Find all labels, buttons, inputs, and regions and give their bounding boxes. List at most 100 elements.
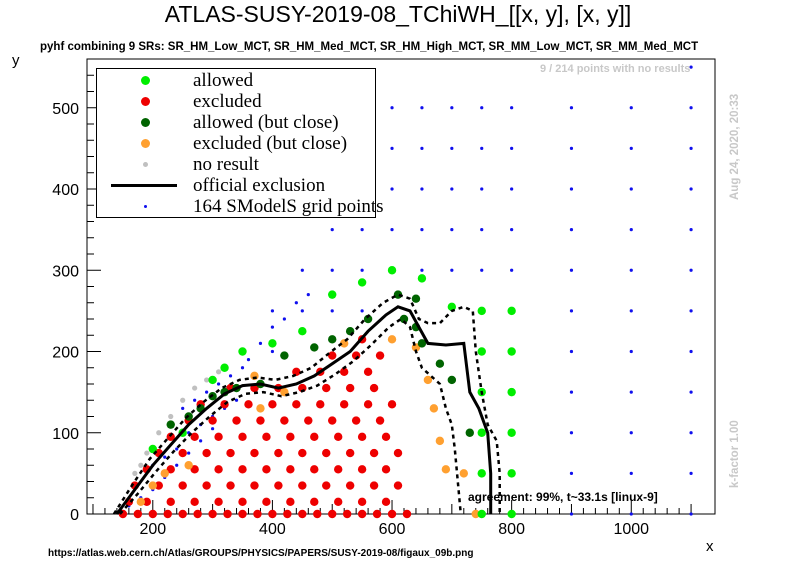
- legend-label: allowed (but close): [193, 112, 339, 133]
- excluded-point: [262, 432, 271, 442]
- grid-point: [480, 146, 484, 150]
- grid-point: [360, 309, 364, 313]
- excluded-point: [322, 383, 331, 393]
- allowed-close-point: [447, 375, 457, 385]
- allowed-close-point: [328, 335, 337, 344]
- grid-point: [629, 268, 633, 272]
- excluded-point: [154, 481, 163, 490]
- grid-point: [390, 228, 394, 232]
- legend-marker-swatch: [140, 138, 150, 148]
- legend-symbol: [97, 154, 193, 175]
- grid-point: [569, 309, 574, 313]
- excluded-point: [357, 465, 367, 474]
- legend-item: excluded (but close): [97, 133, 375, 154]
- no-result-point: [168, 413, 174, 420]
- grid-point: [270, 309, 275, 313]
- allowed-close-point: [393, 290, 403, 299]
- timestamp-text: Aug 24, 2020, 20:33: [729, 93, 741, 200]
- allowed-point: [477, 428, 486, 437]
- legend-item: allowed (but close): [97, 112, 375, 133]
- grid-point: [629, 106, 633, 110]
- grid-point: [228, 374, 233, 378]
- excluded-close-point: [160, 469, 169, 478]
- grid-point: [420, 187, 424, 191]
- excluded-close-point: [423, 375, 433, 385]
- excluded-point: [328, 416, 337, 425]
- grid-point: [216, 382, 221, 386]
- source-url: https://atlas.web.cern.ch/Atlas/GROUPS/P…: [48, 548, 474, 559]
- grid-point: [689, 309, 693, 313]
- excluded-point: [313, 509, 322, 519]
- official-exclusion-plus-sigma: [112, 293, 501, 515]
- allowed-point: [238, 347, 247, 356]
- excluded-point: [357, 509, 367, 519]
- excluded-point: [286, 432, 295, 442]
- legend-item: no result: [97, 154, 375, 175]
- grid-point: [234, 398, 239, 402]
- allowed-point: [507, 428, 516, 437]
- excluded-point: [387, 400, 397, 409]
- no-result-note: 9 / 214 points with no results: [540, 63, 691, 75]
- excluded-close-point: [136, 497, 146, 507]
- no-result-point: [138, 462, 144, 468]
- grid-point: [420, 146, 424, 150]
- excluded-point: [178, 448, 187, 458]
- k-factor-text: k-factor 1.00: [729, 420, 741, 488]
- excluded-point: [292, 400, 301, 409]
- excluded-point: [372, 509, 382, 519]
- grid-point: [360, 268, 364, 272]
- grid-point: [480, 228, 484, 232]
- y-tick-label: 100: [52, 426, 79, 443]
- excluded-point: [322, 481, 331, 490]
- excluded-point: [190, 497, 199, 507]
- grid-point: [330, 309, 334, 313]
- no-result-point: [132, 470, 138, 476]
- grid-point: [629, 228, 633, 232]
- excluded-point: [166, 497, 175, 507]
- excluded-close-point: [471, 509, 480, 519]
- grid-point: [175, 447, 179, 451]
- allowed-close-point: [310, 343, 319, 352]
- grid-point: [689, 268, 693, 272]
- grid-point: [390, 146, 394, 150]
- legend-label: no result: [193, 154, 259, 175]
- no-result-point: [180, 397, 186, 403]
- allowed-point: [477, 509, 486, 519]
- excluded-point: [250, 448, 259, 458]
- y-axis-label: y: [12, 52, 20, 69]
- grid-point: [205, 390, 209, 394]
- grid-point: [300, 268, 304, 272]
- excluded-point: [286, 497, 295, 507]
- grid-point: [689, 471, 693, 475]
- excluded-point: [345, 481, 355, 490]
- grid-point: [211, 427, 215, 431]
- excluded-point: [223, 509, 232, 519]
- excluded-point: [268, 400, 277, 409]
- excluded-point: [262, 465, 271, 474]
- grid-point: [450, 187, 454, 191]
- excluded-point: [351, 416, 361, 425]
- excluded-point: [381, 465, 391, 474]
- grid-point: [629, 431, 633, 435]
- excluded-point: [363, 400, 373, 409]
- excluded-close-point: [184, 461, 193, 470]
- grid-point: [294, 301, 298, 305]
- excluded-point: [262, 497, 271, 507]
- excluded-point: [238, 497, 247, 507]
- grid-point: [629, 390, 633, 394]
- grid-point: [689, 390, 693, 394]
- excluded-point: [345, 448, 355, 458]
- grid-point: [689, 431, 693, 435]
- grid-point: [390, 187, 394, 191]
- excluded-point: [166, 465, 175, 474]
- grid-point: [569, 268, 574, 272]
- excluded-point: [334, 497, 343, 507]
- legend-symbol: [97, 175, 193, 196]
- grid-point: [420, 228, 424, 232]
- excluded-point: [339, 400, 349, 409]
- allowed-point: [387, 266, 397, 275]
- legend-marker-swatch: [143, 204, 147, 208]
- grid-point: [199, 439, 203, 443]
- grid-point: [187, 451, 191, 455]
